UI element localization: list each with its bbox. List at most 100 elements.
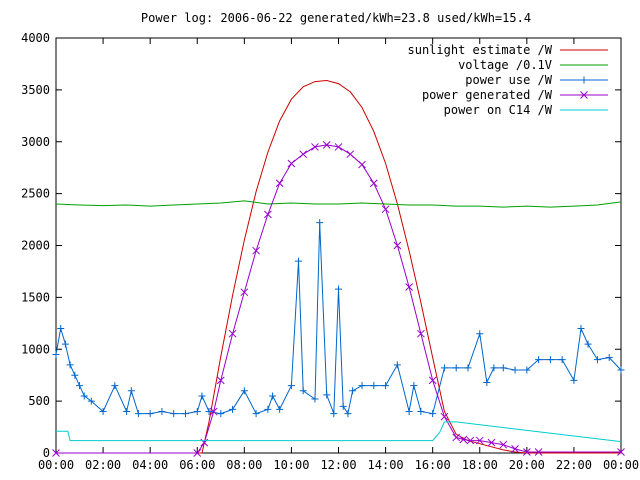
data-point [499, 364, 507, 372]
data-point [410, 382, 418, 390]
data-point [393, 241, 402, 250]
y-tick-label: 3500 [21, 83, 50, 97]
x-tick-label: 10:00 [273, 458, 309, 472]
data-point [464, 364, 472, 372]
axes: 0 500 1000 1500 2000 2500 3000 3500 4000 00:00 02:… [21, 31, 639, 472]
data-point [605, 354, 613, 362]
series-line [56, 421, 622, 443]
data-point [170, 410, 178, 418]
data-point [209, 407, 218, 416]
data-point [335, 285, 342, 293]
data-point [584, 340, 592, 348]
data-point [66, 361, 74, 369]
data-point [475, 436, 484, 445]
data-point [80, 392, 88, 400]
data-point [459, 435, 468, 444]
data-point [127, 387, 135, 395]
data-point [229, 405, 237, 413]
legend-label: voltage /0.1V [458, 58, 552, 72]
data-point [87, 397, 95, 405]
data-point [52, 449, 60, 457]
data-point [217, 410, 225, 418]
data-point [440, 364, 448, 372]
series-3 [52, 141, 625, 457]
data-point [405, 408, 413, 415]
data-point [370, 382, 378, 390]
data-point [534, 448, 543, 456]
data-point [275, 179, 284, 188]
data-point [99, 408, 107, 415]
legend-label: power use /W [465, 73, 552, 87]
data-point [134, 410, 142, 418]
x-tick-label: 18:00 [462, 458, 498, 472]
series-line [55, 222, 622, 415]
data-point [393, 361, 401, 369]
data-point [483, 378, 491, 386]
y-tick-label: 0 [43, 446, 50, 460]
data-point [158, 408, 166, 415]
data-point [76, 382, 84, 390]
data-point [617, 366, 625, 374]
legend-label: sunlight estimate /W [408, 43, 553, 57]
data-point [205, 408, 213, 415]
data-point [323, 391, 331, 399]
data-point [228, 329, 237, 338]
data-point [252, 246, 260, 255]
y-tick-label: 3000 [21, 135, 50, 149]
legend-label: power generated /W [422, 88, 553, 102]
data-point [490, 364, 498, 372]
x-tick-label: 20:00 [509, 458, 545, 472]
x-tick-label: 22:00 [556, 458, 592, 472]
series-4 [56, 421, 622, 443]
data-point [299, 150, 308, 159]
data-point [570, 376, 578, 384]
data-point [264, 210, 272, 219]
chart-title: Power log: 2006-06-22 generated/kWh=23.8… [141, 11, 531, 25]
y-tick-label: 500 [28, 394, 50, 408]
data-point [111, 382, 119, 390]
data-point [311, 143, 319, 151]
data-point [57, 325, 65, 332]
data-point [499, 440, 508, 449]
data-point [287, 382, 295, 390]
series-line [56, 79, 621, 454]
data-point [316, 219, 324, 227]
data-point [344, 410, 352, 418]
data-point [511, 366, 519, 374]
data-point [181, 410, 189, 418]
data-point [287, 159, 296, 168]
data-point [71, 371, 79, 379]
data-point [523, 366, 531, 374]
data-point [322, 141, 331, 149]
y-tick-label: 4000 [21, 31, 50, 45]
data-point [487, 438, 496, 447]
data-point [146, 410, 154, 418]
y-tick-label: 1000 [21, 342, 50, 356]
x-tick-label: 00:00 [603, 458, 639, 472]
series-2 [52, 219, 625, 418]
data-point [193, 408, 201, 415]
x-tick-label: 04:00 [132, 458, 168, 472]
series-line [56, 144, 621, 454]
data-point [198, 392, 206, 400]
data-point [264, 405, 272, 413]
data-point [440, 412, 449, 421]
data-point [330, 410, 338, 418]
data-point [369, 179, 378, 188]
data-point [466, 436, 475, 445]
x-tick-label: 08:00 [226, 458, 262, 472]
data-point [358, 382, 366, 390]
data-point [61, 340, 69, 348]
data-point [452, 364, 460, 372]
data-point [558, 356, 566, 364]
x-tick-label: 14:00 [368, 458, 404, 472]
data-point [476, 330, 484, 338]
data-point [593, 356, 601, 364]
data-point [546, 356, 554, 364]
data-point [294, 257, 302, 265]
series-0 [56, 79, 621, 454]
data-point [358, 160, 366, 169]
data-point [349, 387, 357, 395]
